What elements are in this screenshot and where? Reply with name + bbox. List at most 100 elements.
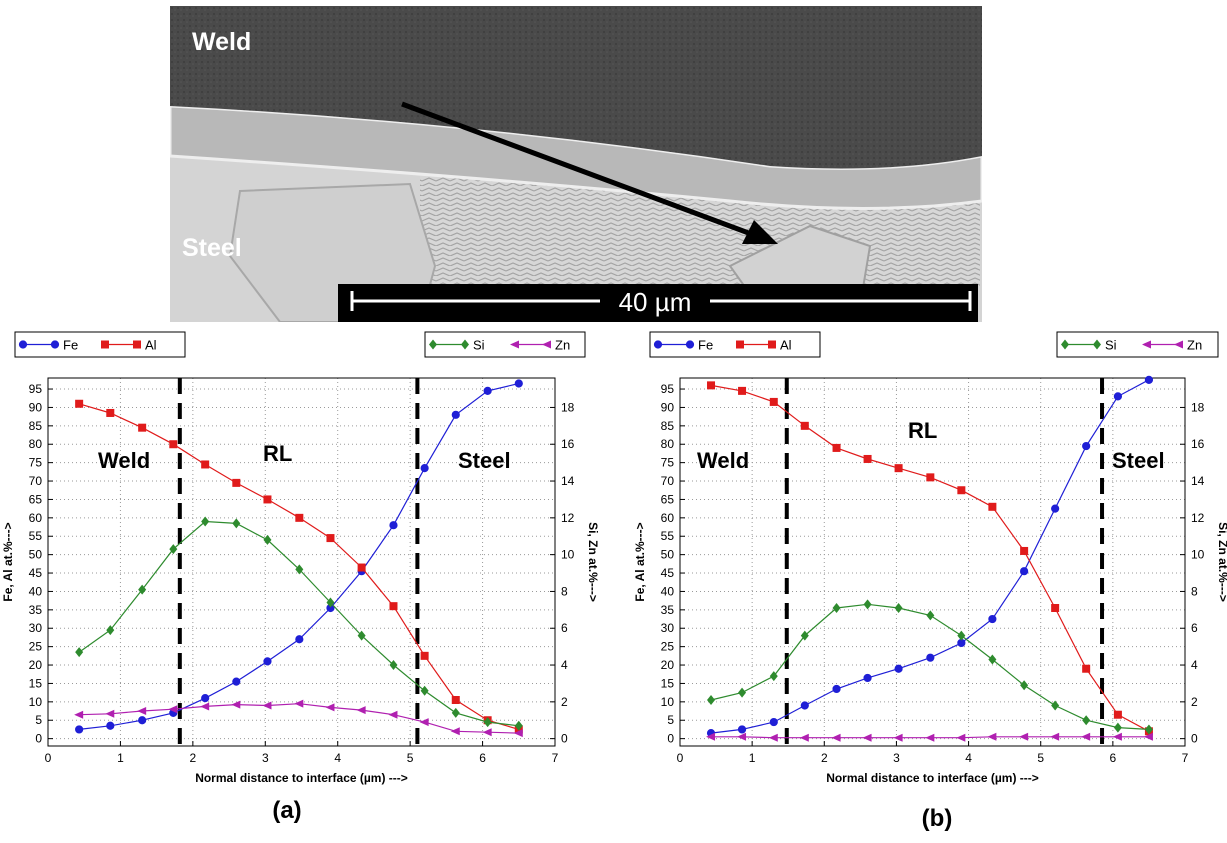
data-point-al	[420, 651, 429, 660]
data-point-fe	[483, 386, 492, 395]
y2-tick-label: 4	[561, 658, 568, 672]
y-tick-label: 25	[29, 640, 43, 654]
data-point-si	[1082, 715, 1091, 726]
legend-marker	[50, 340, 60, 349]
data-point-zn	[1081, 732, 1091, 741]
x-tick-label: 5	[1037, 751, 1044, 765]
data-point-fe	[926, 653, 935, 662]
series-fe	[75, 379, 523, 734]
legend-marker	[18, 340, 28, 349]
region-label-weld: Weld	[98, 448, 150, 473]
y-tick-label: 20	[29, 658, 43, 672]
y2-tick-label: 14	[1191, 474, 1205, 488]
y-tick-label: 80	[29, 437, 43, 451]
legend-si-zn: Si Zn	[1056, 331, 1219, 358]
y-tick-label: 5	[667, 713, 674, 727]
data-point-si	[800, 630, 809, 641]
y-tick-label: 30	[29, 621, 43, 635]
data-point-zn	[768, 733, 778, 742]
y-tick-label: 20	[661, 658, 675, 672]
data-point-si	[357, 630, 366, 641]
sem-micrograph: Weld Steel 40 µm	[170, 6, 982, 322]
data-point-zn	[831, 733, 841, 742]
data-point-al	[263, 495, 272, 504]
y-tick-label: 10	[661, 695, 675, 709]
data-point-si	[263, 534, 272, 545]
x-tick-label: 1	[117, 751, 124, 765]
data-point-al	[232, 478, 241, 487]
y-tick-label: 65	[29, 492, 43, 506]
legend-fe-al: Fe Al	[649, 331, 821, 358]
data-point-zn	[862, 733, 872, 742]
plot-frame	[47, 377, 556, 747]
x-tick-label: 1	[749, 751, 756, 765]
data-point-si	[326, 597, 335, 608]
legend-marker	[542, 340, 551, 349]
series-si	[75, 516, 523, 731]
data-point-si	[75, 647, 84, 658]
y-tick-label: 40	[29, 584, 43, 598]
x-tick-label: 5	[407, 751, 414, 765]
weld-region	[170, 6, 982, 169]
y2-tick-label: 2	[561, 695, 568, 709]
data-point-fe	[201, 694, 210, 703]
y2-tick-label: 4	[1191, 658, 1198, 672]
x-axis-label: Normal distance to interface (µm) --->	[195, 771, 408, 785]
x-tick-label: 2	[190, 751, 197, 765]
x-tick-label: 4	[965, 751, 972, 765]
y2-tick-label: 14	[561, 474, 575, 488]
legend-marker	[653, 340, 663, 349]
y-tick-label: 80	[661, 437, 675, 451]
y2-tick-label: 2	[1191, 695, 1198, 709]
y-tick-label: 70	[661, 474, 675, 488]
y2-tick-label: 0	[561, 732, 568, 746]
y-tick-label: 65	[661, 492, 675, 506]
y-tick-label: 25	[661, 640, 675, 654]
y-tick-label: 50	[661, 548, 675, 562]
legend-label-fe: Fe	[698, 338, 713, 353]
data-point-al	[894, 464, 903, 473]
x-tick-label: 0	[677, 751, 684, 765]
legend-fe-al: Fe Al	[14, 331, 186, 358]
data-point-al	[75, 399, 84, 408]
y-tick-label: 40	[661, 584, 675, 598]
data-point-fe	[1051, 504, 1060, 513]
legend-label-si: Si	[473, 338, 485, 353]
y2-tick-label: 6	[1191, 621, 1198, 635]
y-tick-label: 0	[667, 732, 674, 746]
data-point-al	[957, 486, 966, 495]
data-point-zn	[737, 732, 747, 741]
data-point-si	[483, 717, 492, 728]
y-tick-label: 45	[661, 566, 675, 580]
data-point-fe	[988, 614, 997, 624]
data-point-fe	[863, 673, 872, 683]
y-tick-label: 85	[29, 419, 43, 433]
y2-tick-label: 10	[561, 548, 575, 562]
data-point-si	[707, 695, 716, 705]
y-tick-label: 75	[661, 456, 675, 470]
data-point-zn	[706, 732, 716, 741]
x-tick-label: 2	[821, 751, 828, 765]
data-point-zn	[200, 702, 210, 711]
data-point-si	[201, 516, 210, 527]
data-point-zn	[450, 727, 460, 736]
data-point-al	[800, 421, 809, 430]
y-tick-label: 95	[29, 382, 43, 396]
data-point-fe	[451, 410, 460, 419]
data-point-si	[1020, 680, 1029, 691]
y-tick-label: 45	[29, 566, 43, 580]
y-axis-label: Fe, Al at.%--->	[1, 522, 15, 601]
data-point-fe	[737, 725, 747, 734]
y2-tick-label: 16	[561, 437, 575, 451]
data-point-fe	[514, 379, 523, 388]
legend-label-zn: Zn	[1187, 338, 1202, 353]
y2-tick-label: 16	[1191, 437, 1205, 451]
data-point-si	[1113, 722, 1122, 733]
data-point-zn	[513, 729, 523, 738]
data-point-fe	[106, 721, 115, 730]
data-point-si	[389, 660, 398, 671]
data-point-si	[295, 564, 304, 575]
y-tick-label: 35	[661, 603, 675, 617]
y2-tick-label: 8	[561, 584, 568, 598]
panel-label-a: (a)	[272, 797, 301, 824]
